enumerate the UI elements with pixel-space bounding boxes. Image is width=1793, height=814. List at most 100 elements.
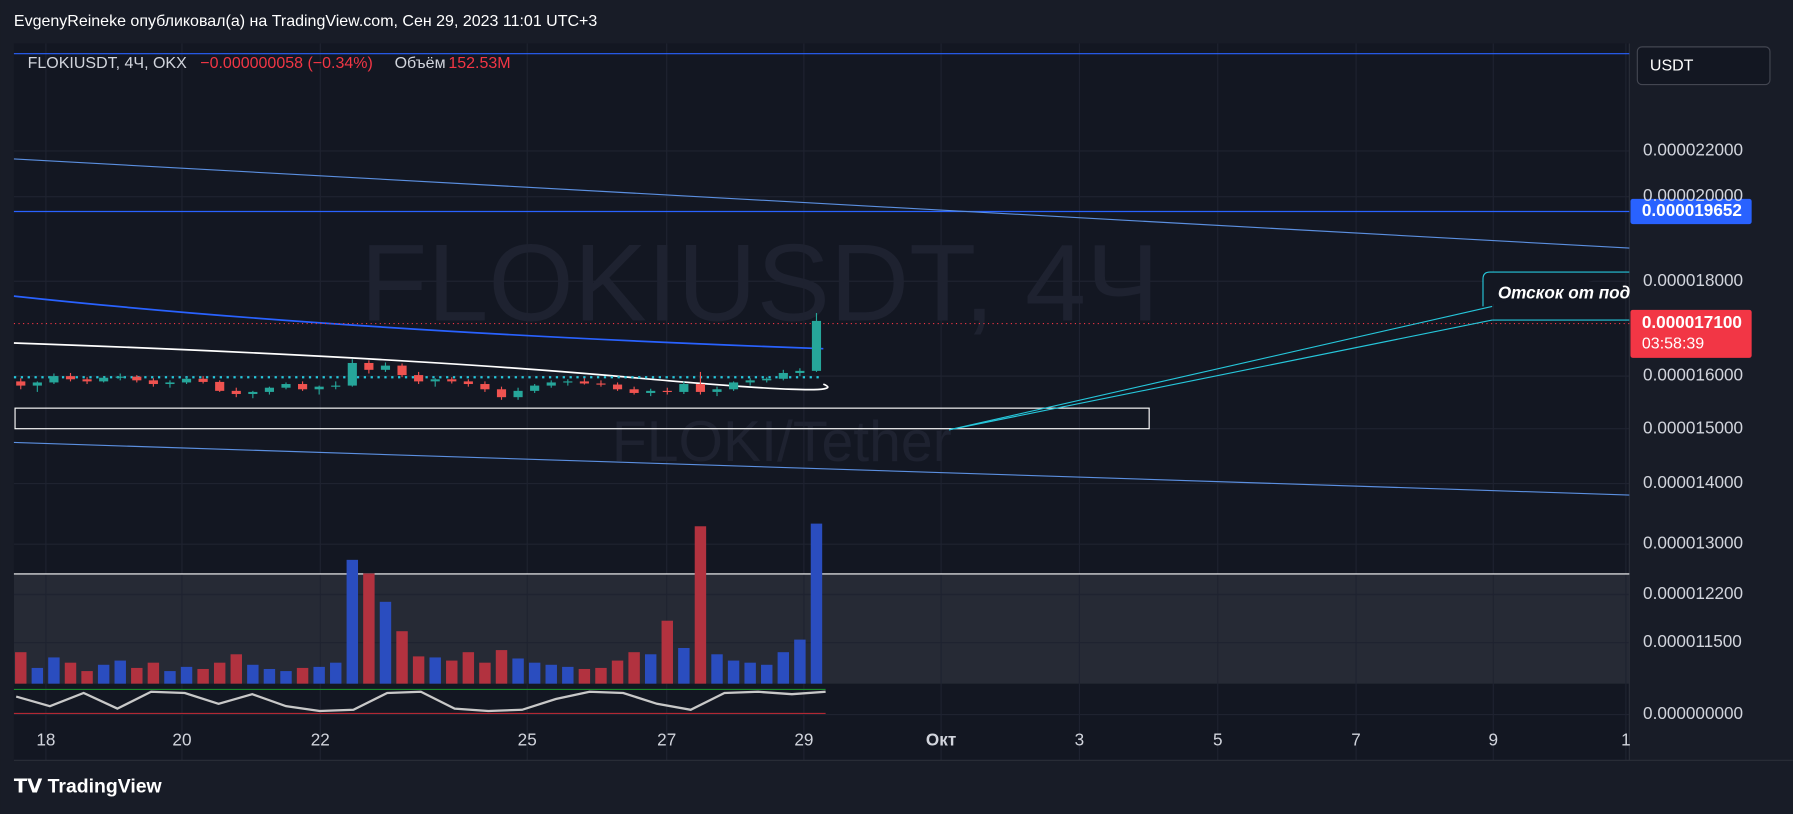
time-label: 29 [794, 729, 813, 749]
price-badge-text: 0.000017100 [1642, 312, 1742, 332]
candle-body [198, 378, 208, 382]
price-label: 0.000014000 [1643, 472, 1743, 492]
time-label: 18 [36, 729, 55, 749]
time-label: 20 [172, 729, 191, 749]
trend-line [948, 319, 1493, 431]
volume-bar [578, 668, 591, 684]
ma-line [13, 342, 829, 391]
trend-line [13, 158, 1630, 249]
price-label: 0.000000000 [1643, 703, 1743, 723]
time-label: 5 [1213, 729, 1223, 749]
ma-line [13, 295, 824, 350]
time-label: 27 [657, 729, 676, 749]
candle-body [82, 379, 92, 382]
candle-body [132, 376, 142, 381]
volume-bar [31, 667, 44, 684]
legend-volume: 152.53M [448, 55, 510, 72]
header-title: EvgenyReineke опубликовал(а) на TradingV… [14, 13, 598, 30]
price-label: 0.000018000 [1643, 270, 1743, 290]
plot [15, 313, 826, 713]
price-label: 0.000012200 [1643, 583, 1743, 603]
candle-body [662, 390, 672, 393]
candle-body [99, 377, 109, 382]
candle-body [546, 382, 556, 386]
volume-bar [330, 662, 342, 684]
level-badge [1630, 198, 1752, 225]
candle-body [165, 382, 175, 385]
price-label: 0.000011500 [1643, 631, 1742, 651]
volume-bar [611, 660, 624, 684]
volume-bar [64, 662, 77, 684]
legend-volume-label: Объём [395, 55, 446, 72]
time-label: 25 [518, 729, 537, 749]
candle-body [745, 380, 755, 383]
candle-body [414, 375, 424, 382]
volume-bar [180, 666, 193, 684]
volume-bar [48, 657, 60, 684]
candle-body [579, 381, 589, 384]
volume-bar [744, 662, 756, 684]
currency-button[interactable] [1636, 46, 1771, 86]
watermark-sub: FLOKI/Tether [612, 410, 952, 474]
volume-bar [363, 573, 375, 684]
candle-body [596, 383, 606, 385]
volume-bar [562, 666, 574, 684]
volume-bar [213, 662, 226, 684]
time-label: 7 [1351, 729, 1361, 749]
candle-body [762, 378, 772, 381]
volume-bar [678, 647, 690, 684]
volume-bar [346, 559, 359, 684]
volume-bar [727, 660, 740, 684]
volume-bar [164, 671, 176, 684]
price-label: 0.000020000 [1643, 185, 1743, 205]
volume-bar [97, 664, 110, 684]
volume-bar [313, 666, 325, 684]
candle-body [364, 362, 374, 370]
candle-body [148, 380, 158, 385]
time-label: Окт [926, 729, 956, 749]
candle-body [298, 384, 308, 390]
annotation: Отскок от под [1498, 282, 1630, 302]
candle-body [679, 384, 689, 392]
volume-bar [545, 664, 557, 684]
volume-bar [446, 660, 458, 684]
currency[interactable]: USDT [1650, 58, 1694, 75]
candle-body [347, 362, 357, 386]
volume-bar [777, 652, 790, 684]
volume-bar [296, 667, 309, 684]
volume-bar [512, 658, 524, 684]
candle-body [729, 382, 739, 390]
time-label: 22 [311, 729, 330, 749]
candle-body [16, 381, 26, 386]
legend-symbol: FLOKIUSDT, 4Ч, OKX [28, 55, 187, 72]
volume-bar [247, 664, 259, 684]
candle-body [795, 370, 805, 373]
volume-bar [131, 667, 143, 684]
volume-bar [794, 639, 806, 684]
volume-bar [147, 662, 160, 684]
price-label: 0.000015000 [1643, 417, 1743, 437]
candle-body [496, 389, 507, 398]
volume-bar [479, 662, 491, 684]
candle-body [612, 384, 623, 390]
volume-bar [628, 652, 640, 684]
volume-bar [263, 668, 276, 684]
volume-bar [810, 523, 823, 684]
logo: 𝗧𝗩 TradingView [14, 776, 163, 798]
candle-body [695, 384, 706, 392]
candle-body [778, 372, 788, 379]
volume-bar [495, 650, 508, 684]
candle-body [563, 381, 573, 383]
logo-text: TradingView [48, 776, 163, 798]
volume-bar [694, 526, 707, 684]
candle-body [32, 382, 42, 386]
volume-bar [711, 654, 723, 684]
candle-body [281, 384, 291, 388]
candle-body [215, 381, 225, 391]
volume-bar [280, 671, 292, 684]
volume-bar [230, 654, 242, 684]
time-label: 1 [1621, 729, 1631, 749]
volume-bar [396, 631, 408, 684]
trend-line [13, 441, 1630, 496]
